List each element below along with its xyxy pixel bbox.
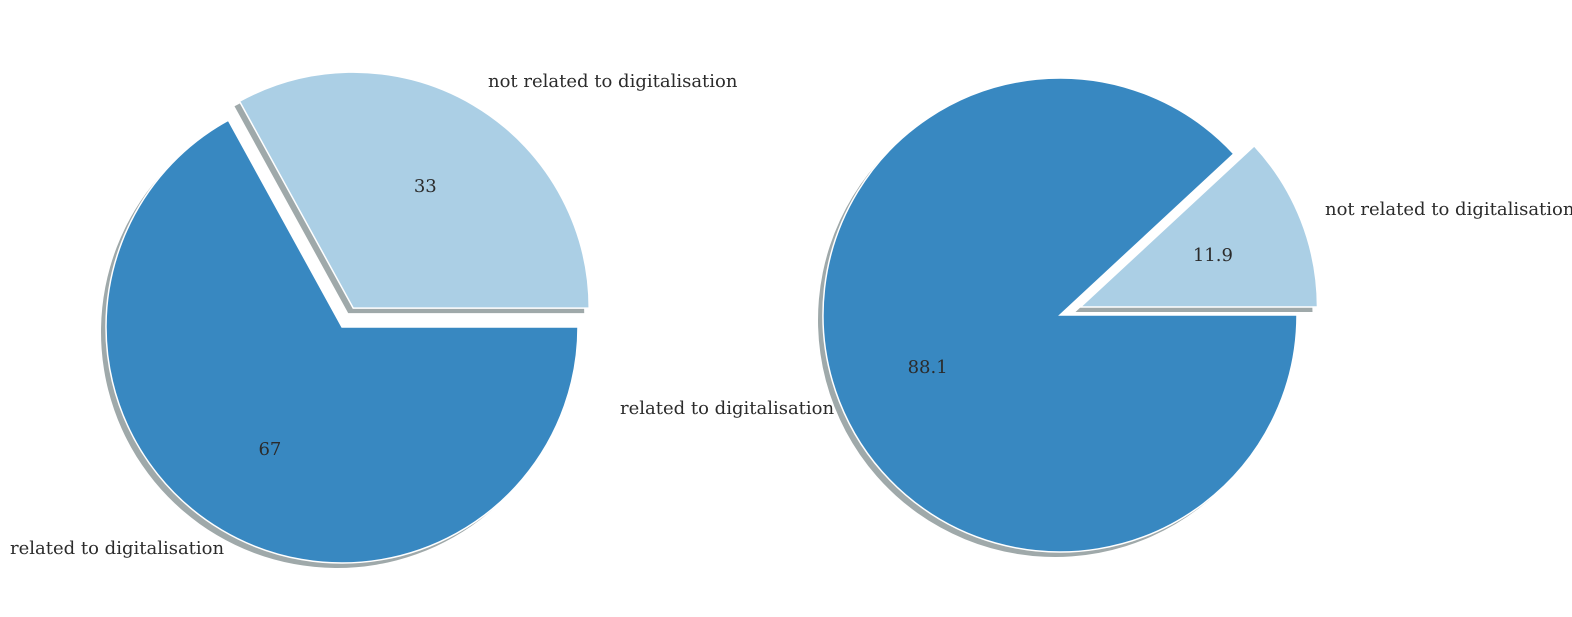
pie-value-label: 11.9 [1193, 245, 1233, 266]
pie-slice-not-related [238, 71, 590, 309]
pie-slice-not-related [1078, 144, 1319, 308]
pie-category-label: not related to digitalisation [1325, 199, 1572, 220]
pie-value-label: 88.1 [908, 357, 948, 378]
pie-slice-related [105, 119, 579, 564]
pie-slice-related [822, 77, 1298, 553]
pie-category-label: not related to digitalisation [488, 71, 738, 92]
pie-category-label: related to digitalisation [10, 538, 225, 559]
pie-category-label: related to digitalisation [620, 398, 835, 419]
pie-value-label: 33 [414, 176, 437, 197]
pie-value-label: 67 [258, 439, 281, 460]
pie-chart-right: 11.9 88.1 not related to digitalisation rel… [620, 77, 1572, 557]
pie-chart-left: 33 67 not related to digitalisation related… [10, 71, 738, 568]
